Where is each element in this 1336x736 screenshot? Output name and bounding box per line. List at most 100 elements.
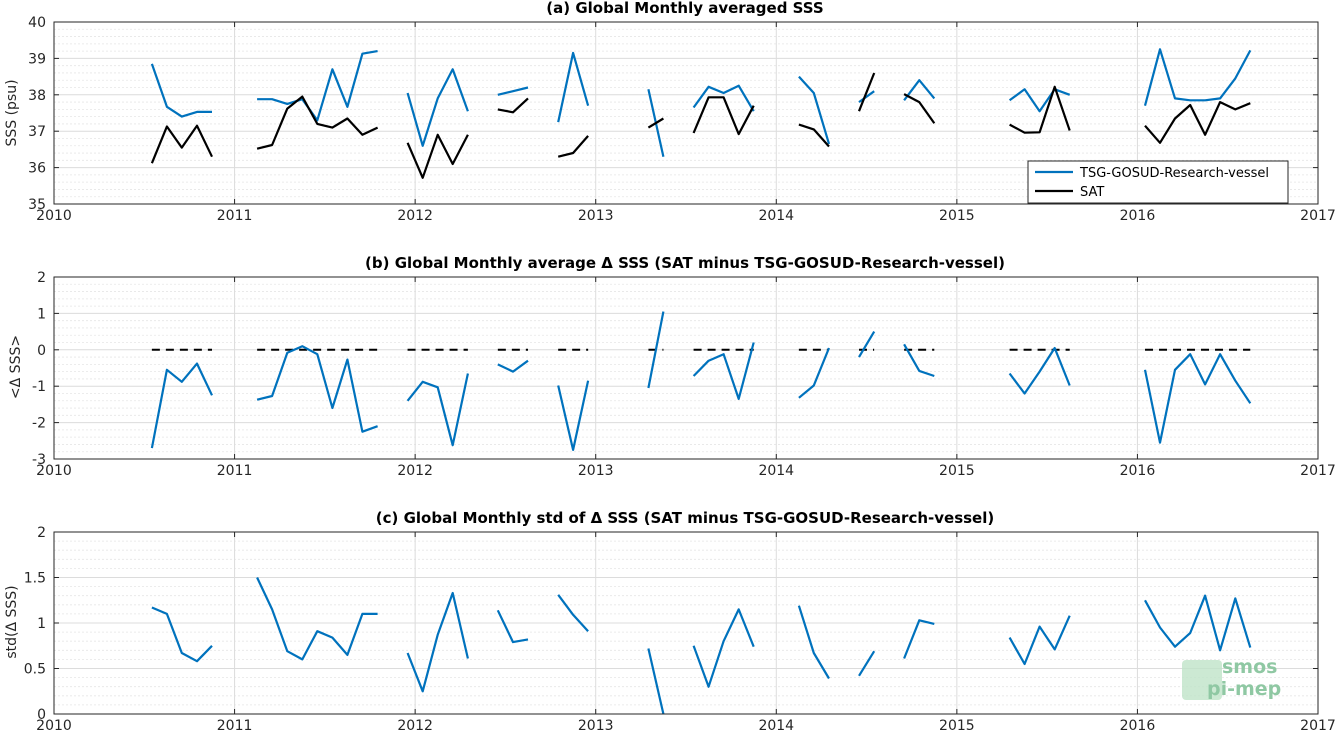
panel-c-series-tsg-line (496, 609, 529, 644)
panel-a-series-sat-line (857, 72, 876, 112)
panel-a-y-tick-label: 37 (28, 124, 46, 140)
panel-c-y-tick-label: 1 (37, 616, 46, 632)
panel-b-title: (b) Global Monthly average Δ SSS (SAT mi… (365, 254, 1005, 272)
panel-a-y-tick-label: 35 (28, 197, 46, 213)
panel-a-series-tsg-line (692, 84, 755, 112)
panel-a-y-tick-label: 39 (28, 51, 46, 67)
panel-c-x-tick-label: 2016 (1120, 718, 1156, 734)
panel-c-x-tick-label: 2012 (397, 718, 433, 734)
panel-a-y-tick-label: 40 (28, 15, 46, 31)
panel-a-series-sat-line (903, 93, 936, 124)
panel-c-y-tick-label: 2 (37, 525, 46, 541)
panel-a-y-axis-label: SSS (psu) (4, 79, 20, 146)
panel-b-series-tsg-line (858, 331, 876, 358)
logo-line-1: smos (1222, 656, 1277, 678)
panel-a-x-tick-label: 2012 (397, 208, 433, 224)
panel-b-series-tsg-line (497, 359, 529, 373)
panel-a-x-tick-label: 2014 (758, 208, 794, 224)
panel-a-x-tick-label: 2010 (36, 208, 72, 224)
panel-b-series-tsg-line (903, 343, 935, 378)
panel-b-x-tick-label: 2011 (217, 463, 253, 479)
panel-a-series-tsg-line (903, 79, 936, 101)
panel-b: (b) Global Monthly average Δ SSS (SAT mi… (8, 254, 1336, 479)
panel-c-series-tsg-line (797, 605, 830, 680)
panel-b-series-tsg-line (647, 311, 665, 389)
panel-c-y-tick-label: 1.5 (24, 571, 46, 587)
panel-a-series-sat-line (557, 135, 589, 158)
panel-a-series-sat-line (692, 96, 755, 136)
panel-b-x-tick-label: 2014 (758, 463, 794, 479)
panel-b-y-tick-label: -1 (32, 379, 46, 395)
smos-pi-mep-logo: smos pi-mep (1182, 656, 1281, 700)
panel-b-series-tsg-line (150, 362, 213, 449)
legend: TSG-GOSUD-Research-vessel SAT (1027, 160, 1289, 204)
panel-a-series-sat-line (256, 95, 379, 150)
panel-c-x-tick-label: 2014 (758, 718, 794, 734)
panel-a-series-sat-line (1144, 100, 1251, 144)
panel-b-series-tsg-line (1008, 346, 1071, 395)
panel-c-x-tick-label: 2011 (217, 718, 253, 734)
panel-b-series-tsg-line (798, 347, 831, 399)
panel-a-x-tick-label: 2016 (1120, 208, 1156, 224)
panel-b-series-tsg-line (692, 342, 755, 400)
panel-c-title: (c) Global Monthly std of Δ SSS (SAT min… (376, 509, 994, 527)
panel-a-x-tick-label: 2013 (578, 208, 614, 224)
panel-b-x-tick-label: 2012 (397, 463, 433, 479)
panel-b-plot-area (54, 277, 1318, 459)
panel-c-x-tick-label: 2017 (1300, 718, 1336, 734)
panel-a-series-tsg-line (798, 75, 831, 145)
panel-a-y-tick-label: 38 (28, 88, 46, 104)
panel-a-x-tick-label: 2011 (217, 208, 253, 224)
panel-a-series-sat-line (150, 124, 213, 164)
panel-c-series-tsg-line (256, 577, 378, 661)
panel-a-series-tsg-line (1008, 88, 1071, 113)
panel-c-x-tick-label: 2015 (939, 718, 975, 734)
panel-c-series-tsg-line (406, 591, 469, 693)
panel-c-series-tsg-line (858, 650, 876, 677)
panel-b-y-tick-label: -3 (32, 452, 46, 468)
panel-c-series-tsg-line (1144, 594, 1252, 652)
panel-c-series-tsg-line (557, 594, 589, 632)
panel-a-series-tsg-line (406, 68, 469, 147)
panel-c: (c) Global Monthly std of Δ SSS (SAT min… (4, 509, 1336, 734)
panel-a-series-sat-line (647, 117, 664, 129)
panel-a-y-tick-label: 36 (28, 161, 46, 177)
panel-b-series-tsg-line (557, 380, 590, 451)
logo-wave-icon (1182, 660, 1222, 700)
legend-label-sat: SAT (1080, 185, 1104, 200)
panel-b-y-tick-label: 2 (37, 270, 46, 286)
panel-a-series-tsg-line (497, 86, 529, 96)
panel-a-x-tick-label: 2015 (939, 208, 975, 224)
panel-c-series-tsg-line (1008, 615, 1071, 666)
panel-a-series-tsg-line (1143, 48, 1252, 106)
panel-c-series-tsg-line (903, 619, 935, 659)
panel-a-series-sat-line (1009, 85, 1071, 134)
panel-b-x-tick-label: 2015 (939, 463, 975, 479)
panel-a-series-sat-line (798, 123, 830, 148)
panel-b-y-tick-label: 1 (37, 306, 46, 322)
panel-a-series-tsg-line (257, 50, 378, 122)
panel-a-x-tick-label: 2017 (1300, 208, 1336, 224)
panel-b-y-axis-label: <Δ SSS> (8, 335, 24, 399)
legend-label-tsg: TSG-GOSUD-Research-vessel (1079, 166, 1269, 181)
panel-a-series-sat-line (497, 97, 529, 114)
panel-c-series-tsg-line (151, 606, 213, 663)
panel-a-series-tsg-line (557, 51, 590, 123)
panel-b-series-tsg-line (1143, 353, 1252, 444)
panel-b-series-tsg-line (256, 345, 378, 433)
panel-b-x-tick-label: 2010 (36, 463, 72, 479)
panel-a-series-tsg-line (150, 63, 212, 118)
panel-b-series-tsg-line (406, 373, 469, 447)
panel-b-x-tick-label: 2013 (578, 463, 614, 479)
legend-box (1027, 160, 1289, 204)
logo-line-2: pi-mep (1207, 678, 1281, 700)
panel-b-x-tick-label: 2017 (1300, 463, 1336, 479)
panel-c-series-tsg-line (692, 608, 755, 688)
panel-b-x-tick-label: 2016 (1120, 463, 1156, 479)
panel-a-title: (a) Global Monthly averaged SSS (546, 0, 823, 17)
panel-c-y-tick-label: 0 (37, 707, 46, 723)
panel-c-y-tick-label: 0.5 (24, 662, 46, 678)
panel-c-x-tick-label: 2010 (36, 718, 72, 734)
panel-c-x-tick-label: 2013 (578, 718, 614, 734)
